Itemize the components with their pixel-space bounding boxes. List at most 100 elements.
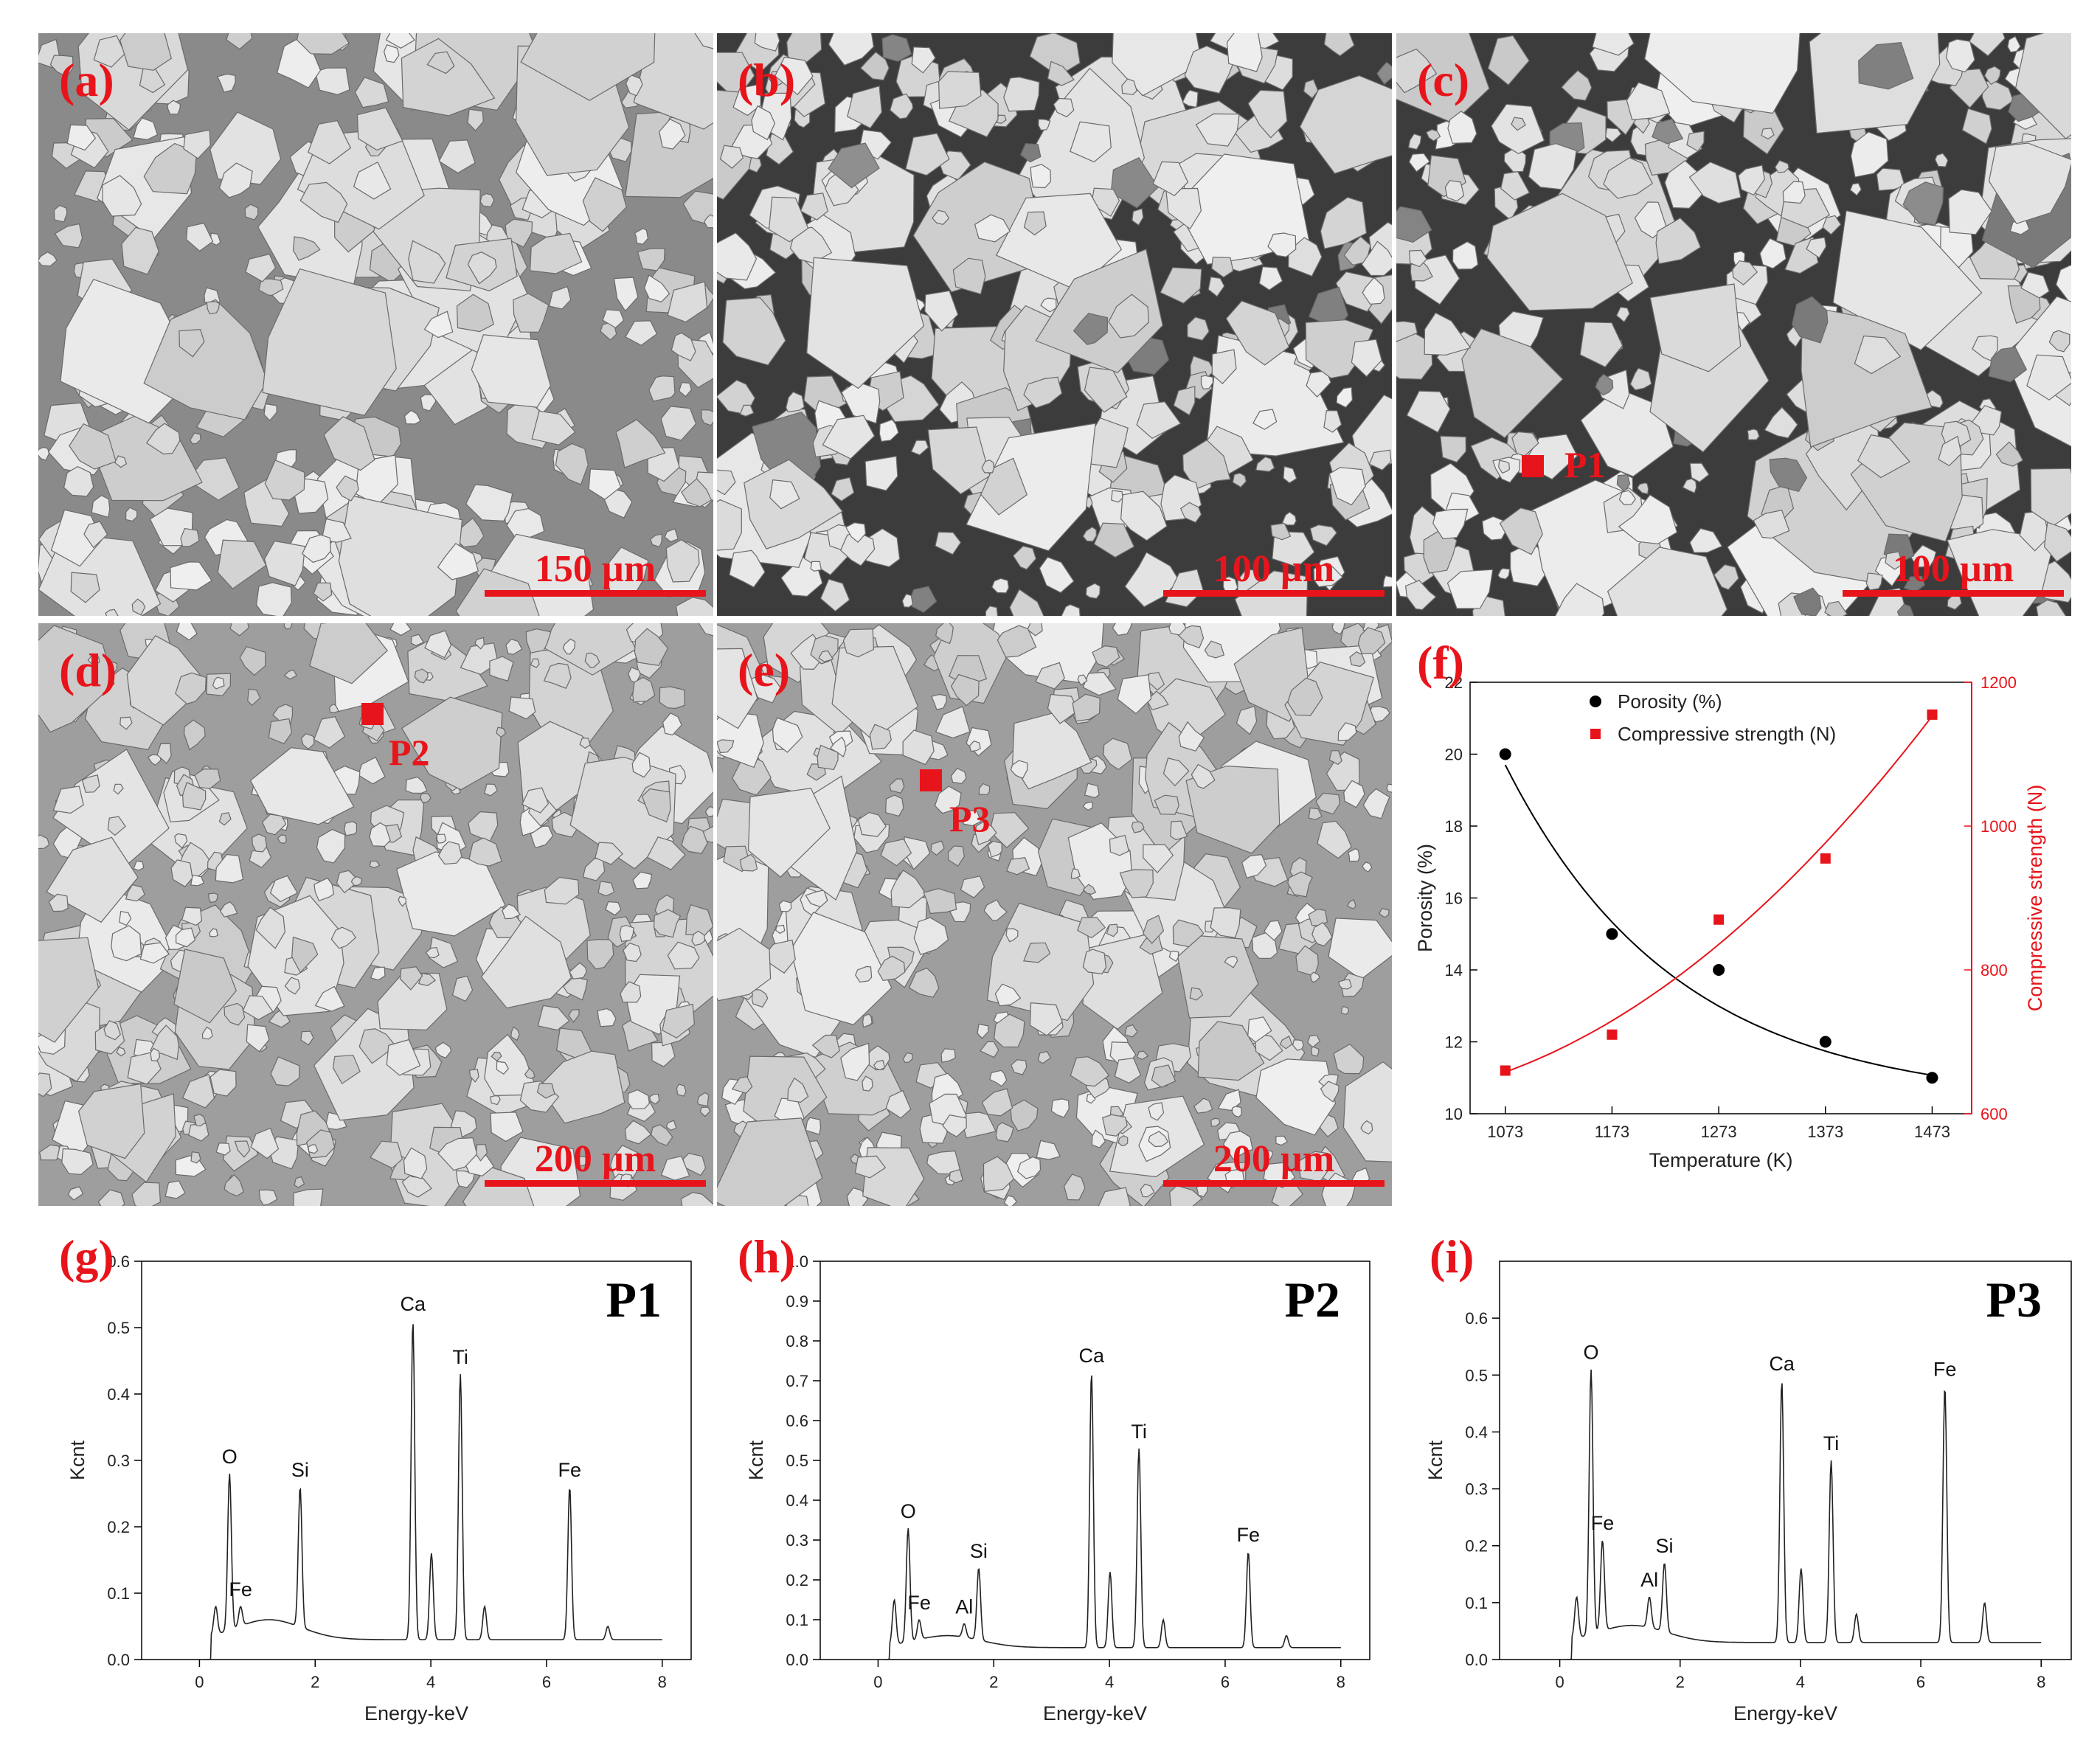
sem-grain — [597, 881, 615, 897]
sem-grain — [323, 416, 375, 471]
y-tick-label: 0.8 — [786, 1332, 808, 1350]
sem-grain — [732, 757, 772, 796]
sem-grain — [1407, 133, 1422, 150]
sem-grain — [1225, 300, 1290, 366]
sem-grain — [994, 983, 1022, 1007]
sem-grain — [1072, 313, 1109, 345]
sem-grain — [879, 419, 899, 443]
sem-grain — [1592, 33, 1635, 56]
sem-grain — [277, 834, 287, 845]
sem-grain — [1360, 1120, 1373, 1135]
sem-grain — [562, 976, 589, 1001]
panel-label: (h) — [738, 1230, 796, 1283]
sem-grain — [979, 1041, 999, 1058]
sem-grain — [385, 33, 415, 49]
sem-grain — [1236, 705, 1258, 735]
sem-grain — [855, 965, 873, 983]
sem-grain — [1948, 189, 1992, 235]
scale-bar: 200 µm — [485, 1140, 706, 1187]
sem-grain — [1108, 294, 1149, 339]
sem-grain — [1349, 651, 1366, 668]
sem-grain — [902, 729, 935, 766]
sem-grain — [206, 300, 220, 315]
x-axis-label: Energy-keV — [1043, 1702, 1147, 1724]
sem-grain — [1023, 376, 1063, 409]
sem-grain — [1165, 569, 1204, 608]
peak-label: Fe — [229, 1578, 252, 1601]
sem-grain — [1092, 645, 1120, 668]
peak-label: O — [901, 1500, 916, 1522]
sem-grain — [732, 83, 762, 117]
sem-grain — [1579, 322, 1623, 368]
sem-grain — [475, 1144, 488, 1162]
sem-grain — [1191, 763, 1216, 789]
sem-grain — [530, 658, 540, 668]
sem-grain — [751, 105, 776, 141]
sem-grain — [1035, 248, 1163, 374]
sem-grain — [1497, 568, 1511, 580]
sem-grain — [1162, 757, 1190, 787]
spectrum-title: P3 — [1986, 1272, 2042, 1328]
sem-grain — [1299, 74, 1392, 174]
sem-grain — [1204, 640, 1225, 659]
sem-grain — [660, 406, 697, 441]
sem-grain — [356, 107, 403, 151]
sem-grain — [1011, 1059, 1028, 1075]
sem-grain — [579, 737, 591, 749]
sem-texture — [717, 623, 1392, 1206]
sem-grain — [1865, 572, 1883, 591]
y-axis-label: Kcnt — [66, 1440, 89, 1480]
analysis-point-marker — [920, 769, 942, 791]
x-tick-label: 0 — [1555, 1673, 1564, 1691]
sem-grain — [991, 578, 1010, 594]
sem-grain — [541, 623, 641, 676]
sem-grain — [717, 648, 758, 729]
scale-bar-line — [1163, 590, 1385, 597]
sem-grain — [889, 778, 905, 794]
sem-grain — [885, 794, 904, 817]
sem-grain — [119, 911, 132, 926]
peak-label: Fe — [1933, 1359, 1957, 1381]
sem-grain — [505, 218, 533, 248]
sem-grain — [989, 1069, 1008, 1087]
y-tick-label: 0.5 — [107, 1319, 130, 1337]
sem-grain — [53, 204, 68, 223]
sem-grain — [1603, 157, 1653, 199]
sem-grain — [386, 1039, 421, 1076]
sem-grain — [681, 825, 708, 854]
porosity-point — [1926, 1072, 1938, 1084]
sem-grain — [978, 783, 991, 795]
x-tick-label: 1173 — [1595, 1123, 1629, 1141]
sem-grain — [216, 73, 236, 93]
sem-grain — [2030, 468, 2071, 527]
sem-grain — [1801, 305, 1933, 448]
sem-grain — [48, 893, 69, 912]
sem-grain — [623, 942, 642, 963]
sem-grain — [1850, 131, 1889, 178]
sem-grain — [1010, 1099, 1039, 1132]
sem-grain — [1313, 562, 1343, 588]
sem-grain — [268, 718, 293, 745]
sem-grain — [873, 1059, 886, 1071]
sem-grain — [218, 162, 253, 198]
sem-grain — [696, 1092, 710, 1107]
sem-grain — [1396, 48, 1438, 94]
sem-grain — [1143, 915, 1165, 944]
sem-grain — [931, 693, 947, 710]
x-tick-label: 6 — [542, 1673, 551, 1691]
sem-grain — [1447, 111, 1477, 144]
sem-grain — [229, 623, 249, 637]
sem-grain — [1885, 551, 1904, 570]
sem-grain — [1315, 792, 1340, 815]
sem-grain — [786, 33, 822, 63]
sem-grain — [223, 1002, 246, 1026]
sem-grain — [176, 623, 198, 641]
y-tick-label: 0.5 — [1465, 1366, 1488, 1384]
sem-grain — [353, 161, 392, 200]
sem-grain — [1333, 1043, 1365, 1075]
sem-grain — [1351, 394, 1392, 468]
sem-grain — [1806, 237, 1827, 259]
sem-grain — [1231, 1106, 1243, 1118]
sem-grain — [484, 1033, 535, 1097]
sem-grain — [987, 840, 1002, 858]
